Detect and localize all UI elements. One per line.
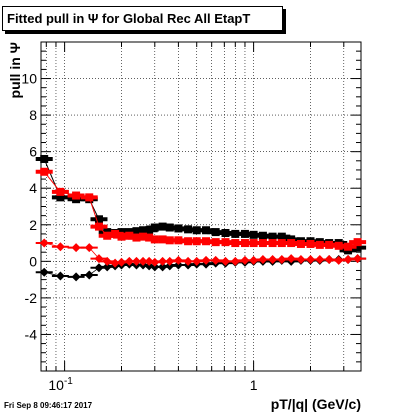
data-point [258,239,267,248]
data-point [84,243,94,253]
data-point [174,224,183,233]
y-tick-label: 10 [21,71,37,87]
axes [40,41,362,372]
data-marks [35,154,367,282]
data-point [231,239,240,248]
data-point [353,254,363,264]
data-point [240,229,249,238]
data-point [165,223,174,232]
chart-title: Fitted pull in Ψ for Global Rec All Etap… [2,6,283,31]
data-point [71,243,81,253]
data-point [315,255,325,265]
data-point [258,255,268,265]
data-point [39,238,49,248]
timestamp: Fri Sep 8 09:46:17 2017 [4,401,93,410]
data-point [94,215,103,224]
data-point [240,239,249,248]
data-point [173,255,183,265]
data-point [165,256,175,266]
data-point [306,239,315,248]
grid [41,41,361,372]
data-point [173,260,183,270]
data-point [249,239,258,248]
data-point [296,255,306,265]
data-point [184,237,193,246]
data-point [145,226,154,235]
data-point [202,237,211,246]
data-point [353,243,362,252]
data-point [184,225,193,234]
data-point [221,229,230,238]
data-point [55,242,65,252]
data-point [201,255,211,265]
data-point [230,256,240,266]
data-point [296,239,305,248]
data-point [268,255,278,265]
data-point [211,255,221,265]
data-point [40,167,49,176]
y-tick-label: 2 [29,217,37,233]
data-point [192,237,201,246]
y-tick-label: 6 [29,144,37,160]
data-point [202,226,211,235]
data-point [325,240,334,249]
x-tick-label: 10-1 [48,376,73,393]
data-point [56,187,65,196]
data-point [258,231,267,240]
data-point [192,226,201,235]
y-axis-label: pull in Ψ [7,42,23,98]
y-tick-label: 0 [29,253,37,269]
data-point [249,230,258,239]
data-point [249,255,259,265]
data-point [165,261,175,271]
data-point [315,240,324,249]
data-point [287,239,296,248]
data-point [231,229,240,238]
data-point [183,256,193,266]
data-point [71,272,81,282]
data-point [56,193,65,202]
data-point [353,238,362,247]
data-point [211,228,220,237]
data-point [72,191,81,200]
data-point [334,255,344,265]
data-point [174,236,183,245]
y-tick-label: 8 [29,107,37,123]
data-point [240,255,250,265]
data-point [111,229,120,238]
y-tick-label: -4 [25,326,38,342]
axis-labels: -4 -2 0 2 4 6 8 10 10-1 1 pT/|q| (GeV/c) pull in Ψ [7,42,361,412]
data-point [268,239,277,248]
data-point [39,267,49,277]
data-point [324,255,334,265]
y-tick-label: 4 [29,180,37,196]
data-point [344,242,353,251]
data-point [277,232,286,241]
data-point [286,254,296,264]
data-point [343,255,353,265]
data-point [94,222,103,231]
data-point [277,239,286,248]
data-point [192,256,202,266]
data-point [268,232,277,241]
plot-frame [40,41,362,372]
data-point [277,255,287,265]
x-axis-label: pT/|q| (GeV/c) [271,396,361,412]
data-point [220,256,230,266]
data-point [165,236,174,245]
data-point [55,271,65,281]
data-point [221,238,230,247]
x-tick-label: 1 [250,377,258,393]
data-point [85,193,94,202]
data-point [211,238,220,247]
data-point [84,270,94,280]
y-tick-label: -2 [25,290,38,306]
data-point [306,255,316,265]
data-point [40,154,49,163]
data-point [334,241,343,250]
